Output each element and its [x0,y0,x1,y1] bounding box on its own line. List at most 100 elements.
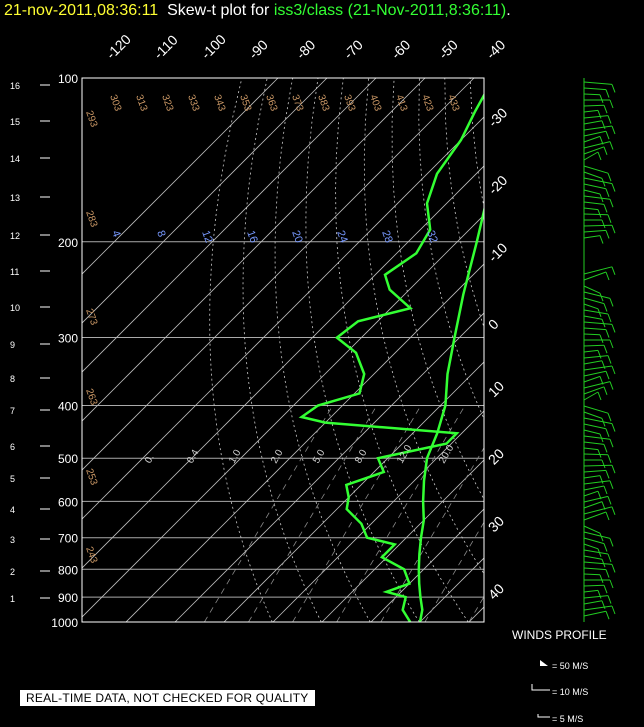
wind-barb [583,321,613,325]
dry-adiabat [622,78,644,622]
wind-barb [583,490,599,497]
wind-barb-feather [607,115,612,124]
isobar-label: 800 [58,563,78,577]
dry-adiabat-label: 433 [445,93,461,113]
wind-barb-feather [607,173,612,182]
title-date: (21-Nov-2011,8:36:11) [347,2,507,19]
wind-barb-feather [605,89,610,98]
dry-adiabat [572,78,644,622]
mixing-ratio-label: 16 [244,229,259,245]
wind-barb [583,584,605,587]
dry-adiabat [469,78,484,210]
wind-barb [583,531,611,539]
wind-barb [583,171,603,179]
legend-half-barb-mark [537,714,550,718]
wind-barb [583,201,605,205]
wind-barb-feather [609,199,614,208]
wind-barb [583,561,613,565]
wind-barb [583,567,607,571]
wind-barb [583,104,605,107]
isotherm-line [272,410,484,622]
dry-adiabat [496,78,644,622]
moist-label: 0. [143,453,157,466]
wind-barb-feather [605,230,610,239]
mixing-ratio-line [204,405,334,622]
wind-barb-feather [605,188,610,197]
wind-barb-feather [609,538,614,547]
wind-barb [583,386,605,395]
isotherm-label: -90 [245,36,271,62]
wind-barb-feather [599,533,604,542]
wind-barb-feather [599,94,604,103]
isobar-label: 100 [58,72,78,86]
dry-adiabat-label: 343 [211,93,227,113]
isotherm-label: -80 [293,36,319,62]
isobar-label: 700 [58,532,78,546]
isotherm-label: 40 [485,580,507,602]
wind-barb [583,573,601,576]
wind-barb-feather [607,454,612,463]
wind-barb-feather [609,298,614,307]
dry-adiabat [209,78,273,622]
mixing-ratio-label: 28 [379,229,394,245]
moist-label: 12.0 [395,443,414,466]
wind-barb [583,333,601,336]
height-km-label: 8 [10,374,15,384]
wind-barb-feather [603,204,608,213]
isotherm-line [82,78,426,422]
moist-label: 8.0 [353,448,370,466]
wind-barb-feather [599,334,604,343]
wind-barb [583,605,613,611]
isotherm-line [82,116,484,520]
wind-barb [583,610,607,617]
mixing-ratio-label: 20 [289,229,304,245]
isotherm-label: -60 [388,36,414,62]
moist-label: 2.0 [269,448,286,466]
wind-barb-feather [609,381,614,390]
mixing-ratio-line [380,447,484,622]
wind-barb [583,213,609,216]
wind-barb [583,177,613,185]
dry-adiabat-label: 253 [83,467,99,487]
dry-adiabat-label: 403 [367,93,383,113]
wind-barb [583,224,613,227]
height-km-label: 4 [10,505,15,515]
dry-adiabat-label: 423 [419,93,435,113]
wind-barb [583,480,611,485]
wind-barb-feather [611,365,616,375]
isotherm-label: -10 [485,239,511,265]
wind-barb [583,135,601,143]
dry-adiabat [391,78,484,501]
isotherm-label: 0 [485,316,502,333]
isotherm-label: 10 [485,378,507,400]
dry-adiabat-label: 353 [237,93,253,113]
isotherm-label: -110 [150,32,181,63]
dry-adiabat [305,78,420,622]
isobar-label: 300 [58,332,78,346]
wind-barb [583,537,605,545]
wind-barb [583,360,603,365]
profile-lines [298,92,484,622]
wind-barb-feather [605,611,610,620]
wind-barb-feather [603,303,608,312]
wind-barb-feather [605,511,610,521]
dry-adiabat [274,78,371,622]
wind-barb [583,600,603,605]
wind-barb-feather [599,574,604,583]
wind-barb [583,207,599,211]
wind-barb [583,475,601,479]
isobar-label: 500 [58,452,78,466]
dry-adiabat-label: 283 [83,209,99,229]
wind-barb [583,266,613,275]
wind-barb [583,146,605,155]
wind-barb-feather [601,459,606,469]
height-km-label: 10 [10,303,20,313]
height-km-label: 13 [10,193,20,203]
wind-barb [583,485,605,491]
mixing-ratio-line [248,405,378,622]
wind-barb-feather [609,99,614,109]
wind-barb-feather [607,313,612,323]
wind-barb [583,109,599,113]
wind-barb-feather [603,345,608,354]
wind-barb-feather [605,470,610,479]
